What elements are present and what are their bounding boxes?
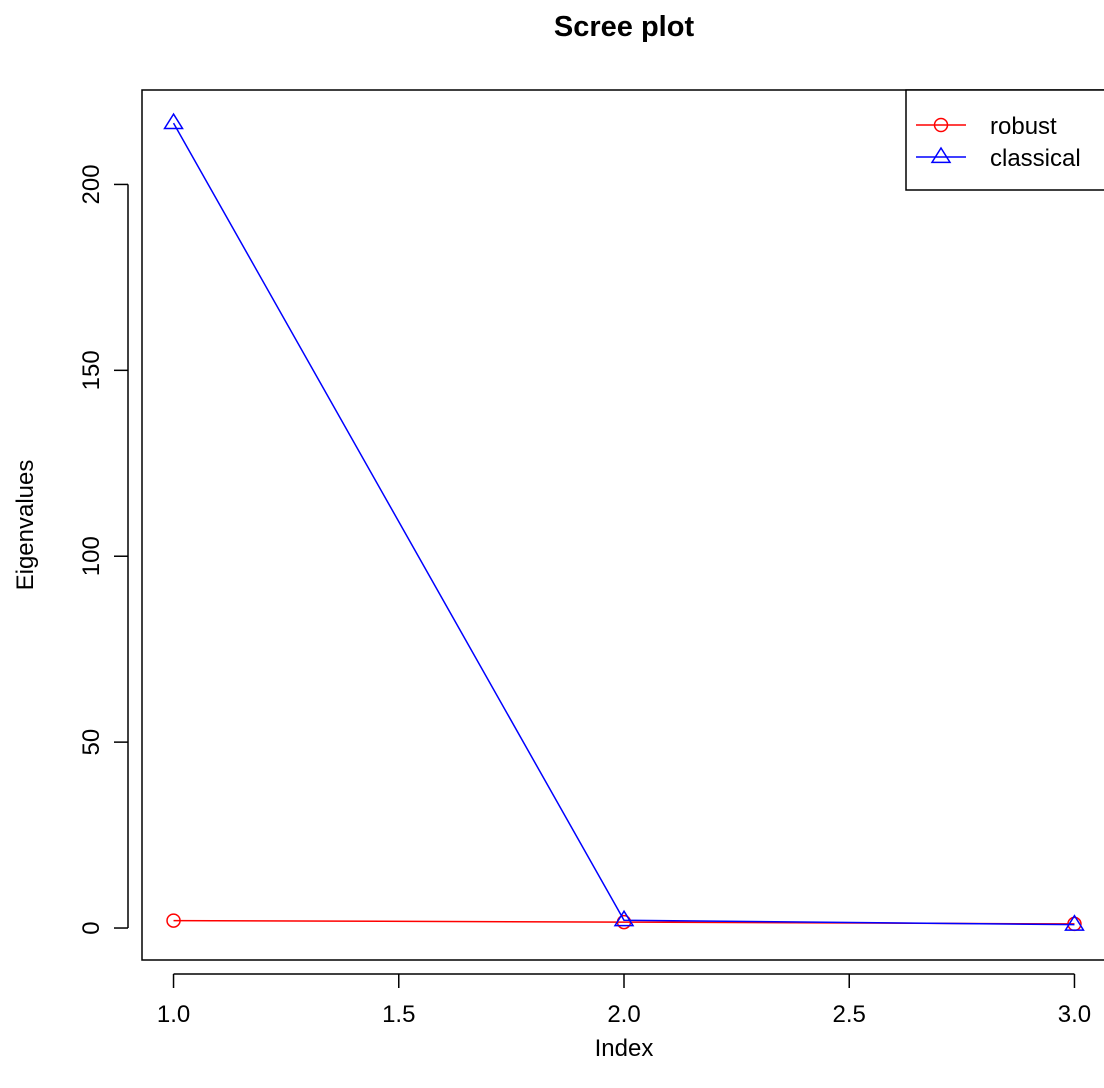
x-axis: 1.0 1.5 2.0 2.5 3.0	[157, 973, 1091, 1028]
y-tick-label: 200	[78, 164, 105, 204]
y-tick-label: 100	[78, 536, 105, 576]
x-tick-label: 2.5	[833, 1001, 866, 1028]
y-axis-title: Eigenvalues	[12, 460, 39, 591]
legend-label-classical: classical	[990, 145, 1081, 172]
legend-label-robust: robust	[990, 113, 1057, 140]
legend-box	[905, 89, 1104, 191]
legend: robust classical	[905, 89, 1104, 191]
series-line-classical	[172, 122, 1075, 926]
point-classical	[163, 112, 184, 130]
chart-title: Scree plot	[554, 11, 695, 43]
y-tick-label: 0	[78, 921, 105, 934]
legend-marker-robust	[933, 117, 949, 133]
plot-frame	[141, 89, 1104, 961]
series-robust	[166, 913, 1082, 932]
y-tick-label: 150	[78, 350, 105, 390]
point-classical	[613, 909, 635, 927]
y-axis: 0 50 100 150 200	[78, 164, 129, 935]
point-robust	[166, 913, 181, 928]
series-layer	[163, 112, 1085, 932]
x-tick-label: 2.0	[607, 1001, 640, 1028]
x-tick-label: 1.5	[382, 1001, 415, 1028]
x-tick-label: 3.0	[1058, 1001, 1091, 1028]
point-classical	[1064, 914, 1085, 931]
y-tick-label: 50	[78, 729, 105, 756]
series-classical	[163, 112, 1085, 931]
x-tick-label: 1.0	[157, 1001, 190, 1028]
x-axis-title: Index	[595, 1035, 654, 1062]
legend-marker-classical	[930, 146, 952, 164]
